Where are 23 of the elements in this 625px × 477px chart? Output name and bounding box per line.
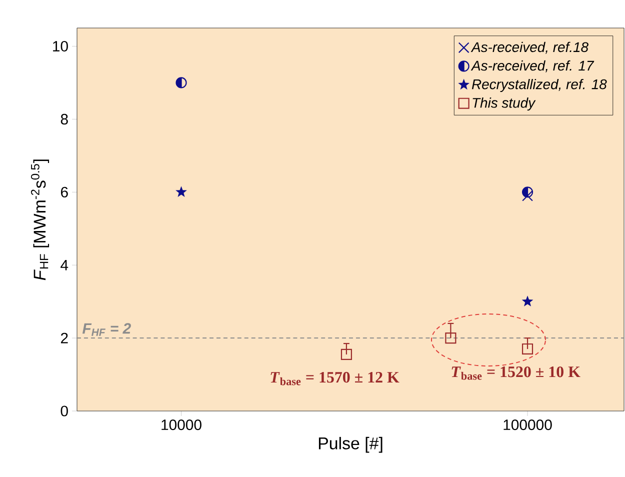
y-tick-label: 6 [60,186,68,198]
legend-label: This study [472,98,536,111]
point [522,296,534,306]
point [522,190,533,202]
legend-label: As-received, ref. 17 [470,60,594,72]
y-tick-label: 4 [60,260,68,270]
annotation: T$_{base}$ = 1570 ± 12 K [270,372,400,386]
point [522,186,534,198]
legend-label: As-received, ref.18 [470,42,588,54]
point [522,343,534,355]
legend-label: Recrystallized, ref. 18 [472,78,607,92]
point [176,77,187,88]
y-tick-label: 8 [60,114,68,124]
x-axis-title: Pulse [#] [318,436,382,453]
annotation: T$_{base}$ = 1520 ± 10 K [452,366,580,380]
point [176,186,187,197]
x-tick-label: 100000 [504,420,552,430]
x-tick-label: 10000 [162,420,202,430]
y-axis-title: F$_{HF}$ [MWm$^{-2}$s$^{0.5}$] [30,160,50,280]
y-tick-label: 2 [60,332,68,344]
y-tick-label: 0 [60,406,68,416]
y-tick-label: 10 [53,40,68,52]
ref-line-label: F$_{HF}$ = 2 [82,323,131,336]
